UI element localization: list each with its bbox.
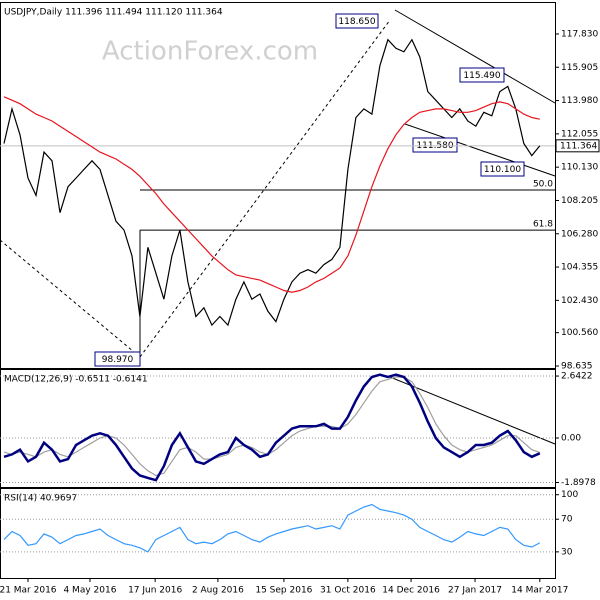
x-tick-label: 27 Jan 2017 (448, 586, 502, 596)
trendline (394, 9, 556, 104)
y-tick-label: 70 (561, 515, 573, 525)
panel-title: MACD(12,26,9) -0.6511 -0.6141 (4, 375, 148, 385)
x-tick-label: 31 Oct 2016 (320, 586, 376, 596)
macd-panel (0, 369, 556, 488)
y-tick-label: 100 (561, 490, 578, 500)
rsi-panel (0, 488, 556, 579)
annotation-box (94, 351, 141, 367)
annotation-box (480, 161, 525, 177)
series-line (3, 38, 541, 327)
y-tick-label: 102.430 (561, 296, 598, 306)
y-tick-label: 113.980 (561, 96, 598, 106)
series-line (3, 376, 540, 477)
x-tick-label: 15 Sep 2016 (255, 586, 312, 596)
trendline (139, 19, 391, 358)
y-tick-label: 115.905 (561, 63, 598, 73)
y-tick-label: 106.280 (561, 229, 598, 239)
x-tick-label: 14 Dec 2016 (382, 586, 440, 596)
y-tick-label: 30 (561, 547, 573, 557)
fib-label: 50.0 (533, 179, 553, 189)
last-price-label: 111.364 (560, 141, 597, 151)
y-tick-label: 104.355 (561, 263, 598, 273)
x-tick-label: 14 Mar 2017 (511, 586, 568, 596)
y-tick-label: -1.8978 (561, 478, 596, 488)
annotation: 115.490 (463, 71, 500, 81)
fib-label: 61.8 (533, 220, 553, 230)
y-tick-label: 100.560 (561, 328, 598, 338)
trendline (0, 239, 141, 358)
series-line (3, 373, 541, 482)
y-tick-label: 98.635 (561, 362, 593, 372)
y-tick-label: 110.130 (561, 163, 598, 173)
trendline (404, 123, 556, 177)
y-tick-label: 2.6422 (561, 372, 593, 382)
x-tick-label: 17 Jun 2016 (128, 586, 182, 596)
panel-title: USDJPY,Daily 111.396 111.494 111.120 111… (4, 8, 223, 18)
watermark: ActionForex.com (102, 37, 318, 67)
y-tick-label: 112.055 (561, 129, 598, 139)
y-tick-label: 117.830 (561, 29, 598, 39)
series-line (3, 96, 540, 293)
panel-title: RSI(14) 40.9697 (4, 494, 77, 504)
annotation: 110.100 (484, 165, 521, 175)
annotation-box (412, 137, 458, 153)
trendline (389, 376, 556, 445)
x-tick-label: 4 May 2016 (63, 586, 116, 596)
y-tick-label: 0.00 (561, 433, 581, 443)
x-tick-label: 21 Mar 2016 (0, 586, 57, 596)
annotation: 118.650 (338, 17, 375, 27)
last-price-box (555, 139, 600, 153)
annotation-box (459, 67, 505, 83)
series-line (3, 503, 541, 553)
annotation: 98.970 (102, 355, 134, 365)
trendlines (0, 9, 556, 445)
y-tick-label: 108.205 (561, 196, 598, 206)
x-tick-label: 2 Aug 2016 (192, 586, 244, 596)
annotation-box (335, 13, 379, 29)
price-panel (0, 2, 556, 369)
